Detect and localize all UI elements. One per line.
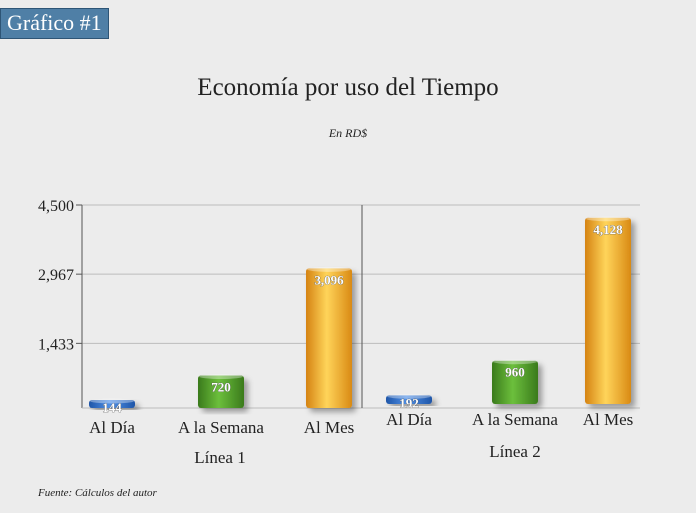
source-note: Fuente: Cálculos del autor xyxy=(38,487,157,499)
data-label: 144 xyxy=(102,400,122,415)
bar-highlight xyxy=(493,359,537,365)
group-label: Línea 1 xyxy=(194,448,245,467)
data-label: 3,096 xyxy=(314,272,344,287)
chart-subtitle: En RD$ xyxy=(328,126,368,140)
y-tick-label: 2,967 xyxy=(38,267,74,284)
y-tick-label: 4,500 xyxy=(38,198,74,215)
bar-blue xyxy=(89,400,135,408)
bar-highlight xyxy=(586,216,630,222)
bar-highlight xyxy=(199,374,243,380)
x-tick-label: A la Semana xyxy=(178,418,264,437)
bar-highlight xyxy=(387,393,431,399)
data-label: 192 xyxy=(399,395,419,410)
data-label: 960 xyxy=(505,365,525,380)
bar-gold xyxy=(585,217,631,404)
bar-highlight xyxy=(90,398,134,404)
group-label: Línea 2 xyxy=(489,442,540,461)
bar-green xyxy=(198,375,244,408)
chart-title: Economía por uso del Tiempo xyxy=(197,74,499,101)
y-tick-label: 1,433 xyxy=(38,336,74,353)
x-tick-label: Al Día xyxy=(89,418,135,437)
bar-blue xyxy=(386,395,432,404)
bar-highlight xyxy=(307,266,351,272)
chart-number-badge: Gráfico #1 xyxy=(0,8,109,39)
bar-green xyxy=(492,360,538,404)
x-tick-label: A la Semana xyxy=(472,410,558,429)
data-label: 720 xyxy=(211,380,231,395)
bar-gold xyxy=(306,268,352,408)
x-tick-label: Al Mes xyxy=(304,418,355,437)
data-label: 4,128 xyxy=(593,222,623,237)
x-tick-label: Al Día xyxy=(386,410,432,429)
x-tick-label: Al Mes xyxy=(583,410,634,429)
